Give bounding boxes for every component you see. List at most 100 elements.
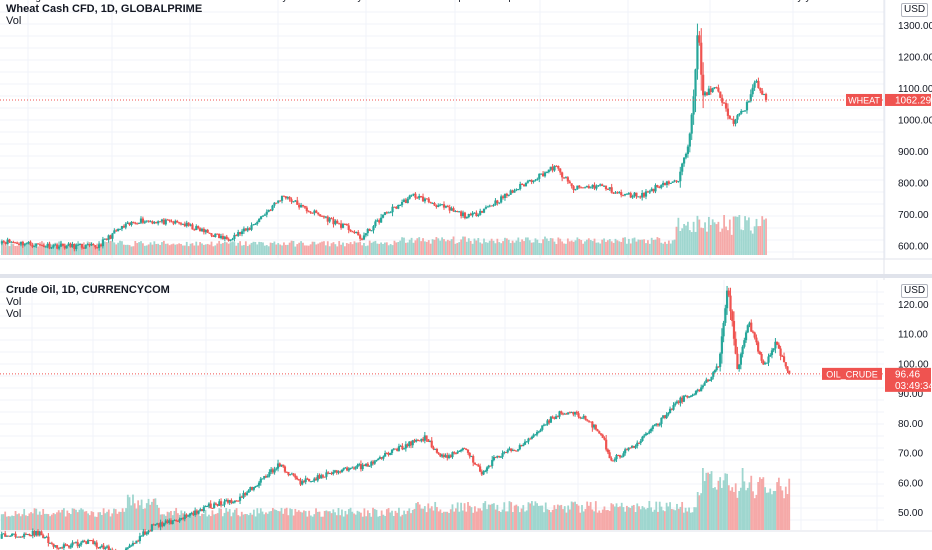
volume-bar [410, 513, 412, 530]
volume-bar [587, 238, 590, 255]
volume-bar [777, 477, 780, 530]
candle [69, 545, 72, 548]
volume-bar [481, 243, 484, 255]
candle [501, 453, 504, 457]
volume-bar [698, 219, 701, 255]
candle [523, 441, 527, 445]
volume-bar [676, 503, 678, 530]
candle [532, 180, 535, 183]
volume-bar [335, 515, 338, 530]
candle [347, 225, 350, 230]
candle [276, 463, 280, 469]
volume-bar [608, 510, 611, 530]
candle [440, 204, 444, 206]
candle [535, 432, 539, 435]
volume-bar [254, 516, 257, 530]
candle [65, 245, 68, 249]
candle [78, 544, 81, 547]
candle [138, 536, 141, 542]
candle [751, 87, 754, 95]
volume-bar [88, 515, 91, 530]
candle [741, 346, 744, 355]
candle [516, 449, 520, 451]
candle [361, 464, 364, 470]
volume-bar [502, 241, 504, 255]
volume-bar [597, 242, 600, 255]
volume-bar [548, 509, 551, 530]
candle [781, 355, 784, 357]
candle [442, 454, 445, 457]
candle [682, 395, 685, 402]
candle [564, 177, 568, 179]
volume-bar [256, 508, 259, 530]
volume-bar [557, 237, 560, 255]
candle [705, 92, 709, 96]
candle [325, 472, 328, 477]
candle [618, 192, 621, 194]
oil-currency-badge[interactable]: USD [901, 284, 929, 298]
candle [314, 478, 318, 481]
candle [109, 235, 112, 239]
y-tick-label: 50.00 [898, 508, 923, 519]
candle [788, 370, 791, 374]
candle [570, 412, 573, 414]
wheat-price-tag-label: 1062.29 [895, 95, 932, 106]
volume-bar [433, 239, 436, 255]
volume-bar [439, 240, 442, 255]
candle [472, 456, 475, 463]
volume-bar [138, 505, 141, 530]
volume-bar [556, 504, 559, 530]
volume-bar [454, 243, 457, 255]
volume-bar [26, 516, 29, 530]
volume-bar [389, 512, 392, 530]
candle [416, 439, 420, 441]
candle [717, 87, 720, 92]
volume-bar [784, 486, 787, 530]
volume-bar [747, 217, 750, 255]
volume-bar [690, 232, 693, 255]
volume-bar [584, 241, 586, 255]
candle [33, 530, 36, 536]
candle [525, 441, 528, 443]
candle [330, 218, 333, 220]
candle [700, 387, 703, 392]
volume-bar [618, 241, 621, 255]
volume-bar [403, 510, 406, 530]
candle [606, 189, 609, 191]
candle [473, 212, 476, 214]
volume-bar [662, 510, 665, 530]
candle [149, 530, 152, 532]
volume-bar [266, 513, 269, 530]
pane-divider[interactable] [0, 274, 932, 278]
volume-bar [622, 237, 625, 255]
candle [481, 210, 484, 213]
candle [615, 454, 618, 460]
candle [554, 416, 558, 419]
candle [136, 223, 139, 225]
volume-bar [392, 515, 395, 530]
candle [642, 193, 646, 197]
volume-bar [736, 216, 739, 255]
candle [223, 236, 226, 239]
candle [375, 460, 378, 462]
volume-bar [149, 242, 152, 255]
candle [173, 520, 176, 522]
volume-bar [286, 244, 289, 255]
volume-bar [498, 511, 501, 530]
volume-bar [398, 507, 400, 530]
candle [171, 520, 174, 524]
candle [456, 211, 459, 213]
volume-bar [157, 507, 160, 530]
volume-bar [140, 499, 143, 530]
candle [408, 195, 411, 199]
wheat-currency-badge[interactable]: USD [901, 3, 929, 17]
candle [174, 220, 177, 224]
candle [81, 540, 84, 543]
candle [649, 428, 653, 432]
volume-bar [168, 245, 171, 255]
candle [572, 186, 575, 190]
volume-bar [301, 512, 304, 530]
volume-bar [192, 516, 195, 530]
candle [705, 379, 708, 383]
